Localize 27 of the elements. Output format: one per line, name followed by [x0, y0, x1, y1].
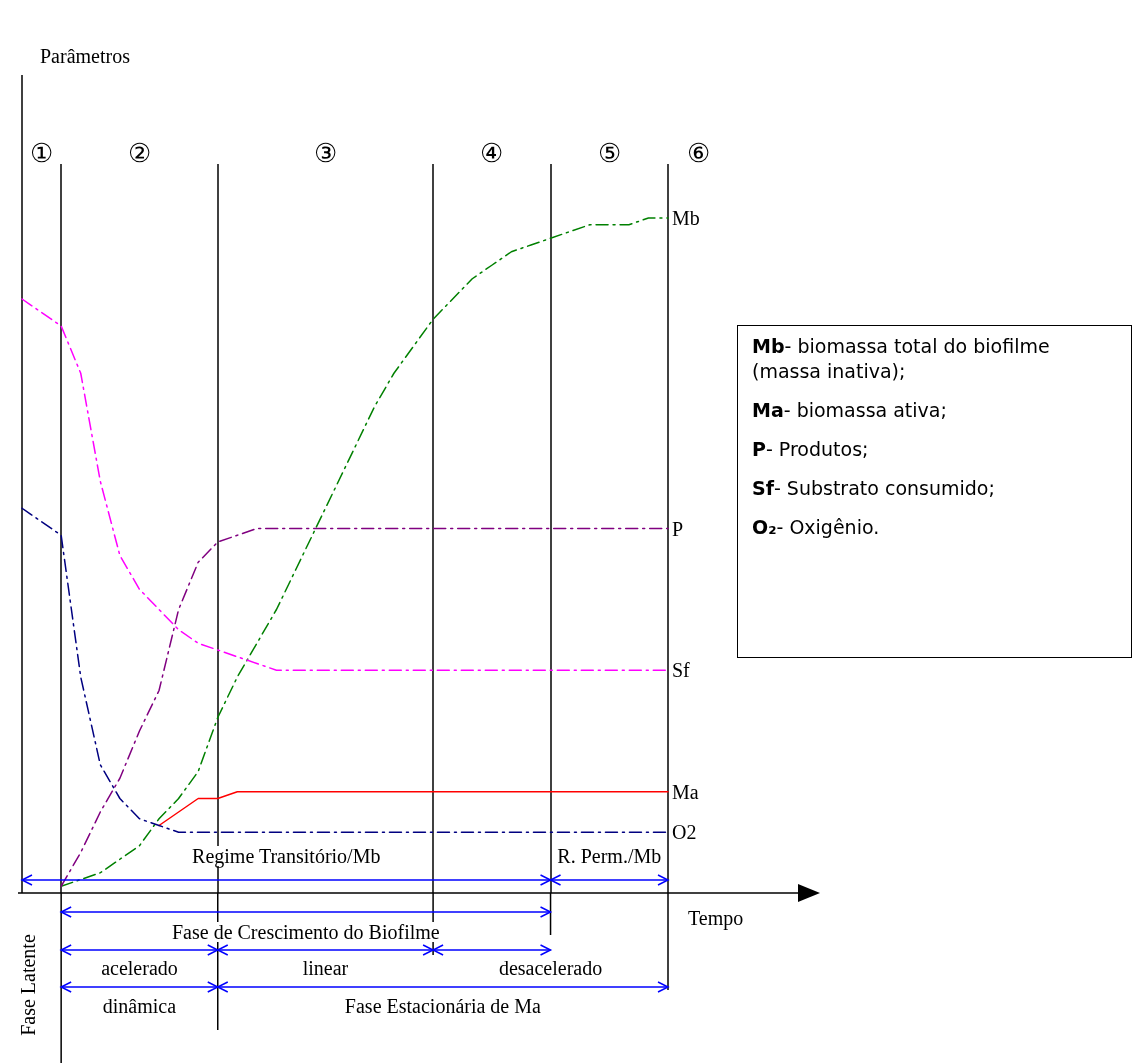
text: O₂- Oxigênio. — [752, 515, 881, 540]
text: Fase Estacionária de Ma — [344, 995, 542, 1017]
text: acelerado — [101, 957, 178, 979]
text: Ma- biomassa ativa; — [752, 398, 948, 423]
text: P- Produtos; — [752, 437, 870, 462]
x-axis-title: Tempo — [688, 907, 744, 930]
text: Fase Latente — [17, 934, 39, 1036]
text: Parâmetros — [40, 45, 131, 67]
text: ⑤ — [597, 138, 621, 168]
text: dinâmica — [102, 995, 177, 1017]
annotation: Regime Transitório/Mb — [192, 845, 381, 868]
text: Mb- biomassa total do biofilme (massa inativa); — [752, 334, 1051, 384]
text: ① — [30, 138, 54, 168]
text: ④ — [480, 138, 504, 168]
series-label: O2 — [672, 821, 697, 844]
text: ③ — [313, 138, 337, 168]
text: Fase de Crescimento do Biofilme — [171, 921, 440, 943]
text: Sf- Substrato consumido; — [752, 476, 996, 501]
text: desacelerado — [498, 957, 603, 979]
series-label: Sf — [672, 659, 691, 682]
text: ⑥ — [686, 138, 710, 168]
annotation: R. Perm./Mb — [557, 845, 662, 867]
text: ② — [127, 138, 151, 168]
text: linear — [302, 957, 349, 979]
series-label: Ma — [672, 780, 699, 803]
series-label: P — [672, 517, 684, 540]
series-label: Mb — [672, 207, 700, 229]
